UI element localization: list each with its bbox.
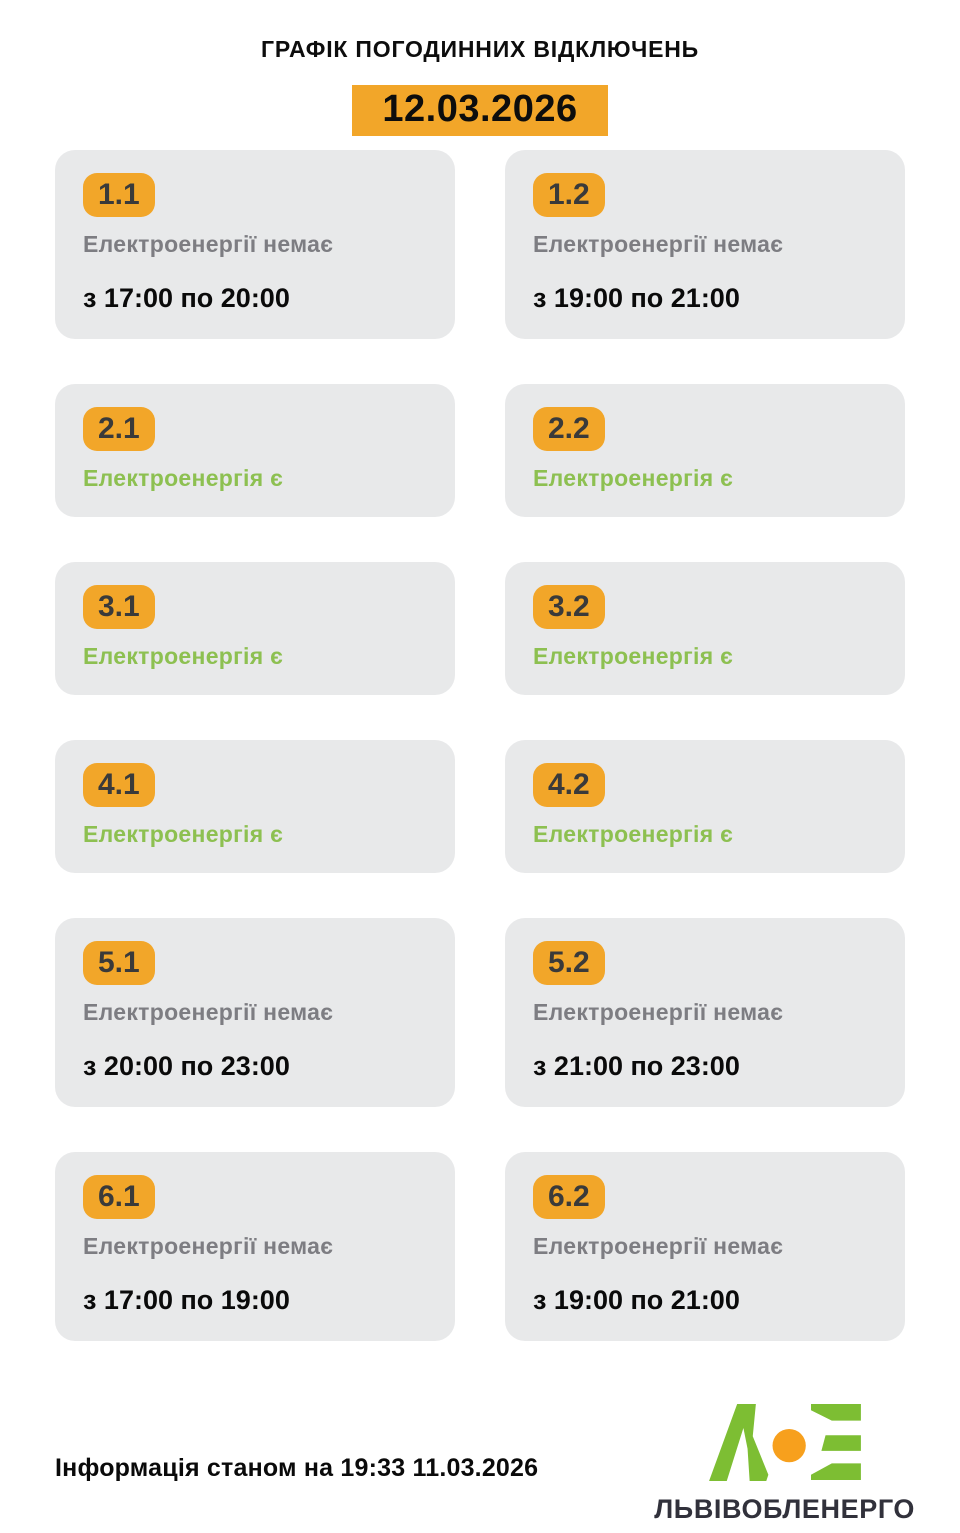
- group-badge: 2.1: [83, 407, 155, 451]
- schedule-card: 1.1 Електроенергії немає з 17:00 по 20:0…: [55, 150, 455, 339]
- group-badge: 1.2: [533, 173, 605, 217]
- time-range: з 19:00 по 21:00: [533, 283, 740, 313]
- logo-letter-e-top: [810, 1404, 861, 1421]
- schedule-card: 1.2 Електроенергії немає з 19:00 по 21:0…: [505, 150, 905, 339]
- status-text: Електроенергії немає: [533, 1233, 784, 1259]
- status-text: Електроенергія є: [533, 465, 734, 491]
- schedule-card: 3.1 Електроенергія є: [55, 562, 455, 695]
- schedule-card: 2.1 Електроенергія є: [55, 384, 455, 517]
- time-range: з 17:00 по 20:00: [83, 283, 290, 313]
- status-text: Електроенергії немає: [83, 231, 334, 257]
- group-badge: 5.1: [83, 941, 155, 985]
- group-badge: 6.2: [533, 1175, 605, 1219]
- status-text: Електроенергія є: [533, 821, 734, 847]
- status-text: Електроенергія є: [533, 643, 734, 669]
- time-range: з 21:00 по 23:00: [533, 1051, 740, 1081]
- group-badge: 6.1: [83, 1175, 155, 1219]
- status-text: Електроенергія є: [83, 643, 284, 669]
- status-text: Електроенергія є: [83, 465, 284, 491]
- group-badge: 3.1: [83, 585, 155, 629]
- date-row: 12.03.2026: [0, 85, 960, 136]
- schedule-grid: 1.1 Електроенергії немає з 17:00 по 20:0…: [55, 150, 905, 1341]
- brand-name: ЛЬВІВОБЛЕНЕРГО: [654, 1494, 915, 1524]
- schedule-card: 4.1 Електроенергія є: [55, 740, 455, 873]
- schedule-card: 6.1 Електроенергії немає з 17:00 по 19:0…: [55, 1152, 455, 1341]
- schedule-card: 6.2 Електроенергії немає з 19:00 по 21:0…: [505, 1152, 905, 1341]
- date-badge: 12.03.2026: [352, 85, 608, 136]
- lvivoblenergo-brand: ЛЬВІВОБЛЕНЕРГО: [654, 1403, 915, 1525]
- schedule-card: 5.2 Електроенергії немає з 21:00 по 23:0…: [505, 918, 905, 1107]
- logo-letter-l: [708, 1404, 768, 1481]
- group-badge: 4.1: [83, 763, 155, 807]
- page-title: ГРАФІК ПОГОДИННИХ ВІДКЛЮЧЕНЬ: [260, 36, 699, 62]
- schedule-card: 4.2 Електроенергія є: [505, 740, 905, 873]
- schedule-card: 5.1 Електроенергії немає з 20:00 по 23:0…: [55, 918, 455, 1107]
- group-badge: 5.2: [533, 941, 605, 985]
- group-badge: 1.1: [83, 173, 155, 217]
- schedule-card: 3.2 Електроенергія є: [505, 562, 905, 695]
- info-timestamp: Інформація станом на 19:33 11.03.2026: [55, 1454, 539, 1482]
- group-badge: 2.2: [533, 407, 605, 451]
- logo-letter-e-mid: [821, 1435, 861, 1451]
- group-badge: 4.2: [533, 763, 605, 807]
- time-range: з 20:00 по 23:00: [83, 1051, 290, 1081]
- logo-dot: [772, 1429, 806, 1463]
- footer: Інформація станом на 19:33 11.03.2026 ЛЬ…: [0, 1373, 960, 1533]
- status-text: Електроенергія є: [83, 821, 284, 847]
- status-text: Електроенергії немає: [533, 231, 784, 257]
- schedule-card: 2.2 Електроенергія є: [505, 384, 905, 517]
- status-text: Електроенергії немає: [533, 999, 784, 1025]
- status-text: Електроенергії немає: [83, 1233, 334, 1259]
- group-badge: 3.2: [533, 585, 605, 629]
- status-text: Електроенергії немає: [83, 999, 334, 1025]
- loe-logo-icon: [708, 1404, 861, 1481]
- logo-letter-e-bot: [810, 1463, 861, 1480]
- time-range: з 17:00 по 19:00: [83, 1285, 290, 1315]
- time-range: з 19:00 по 21:00: [533, 1285, 740, 1315]
